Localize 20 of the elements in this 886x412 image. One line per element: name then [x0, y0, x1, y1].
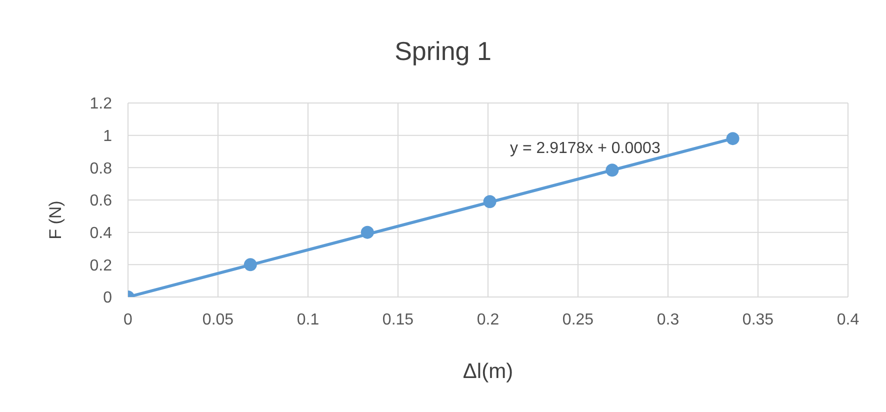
x-tick-label: 0.25: [562, 311, 594, 328]
y-tick-label: 0.6: [90, 192, 112, 210]
chart-title: Spring 1: [394, 36, 492, 67]
y-tick-label: 0: [103, 290, 112, 307]
x-tick-label: 0.3: [656, 311, 680, 328]
y-axis-title: F (N): [46, 200, 66, 242]
x-tick-label: 0.05: [202, 311, 234, 328]
y-tick-label: 0.2: [90, 257, 112, 274]
y-tick-label: 0.4: [90, 225, 112, 242]
x-tick-label: 0.1: [296, 311, 320, 328]
annotation: y = 2.9178x + 0.0003: [510, 140, 660, 158]
x-tick-label: 0.15: [382, 311, 414, 328]
x-tick-label: 0.35: [742, 311, 774, 328]
y-tick-label: 1: [103, 128, 112, 146]
x-tick-label: 0.4: [836, 311, 860, 328]
x-tick-label: 0.2: [476, 311, 500, 328]
x-tick-label: 0: [124, 311, 133, 328]
y-tick-label: 1.2: [90, 96, 112, 113]
y-tick-label: 0.8: [90, 160, 112, 178]
x-axis-title: Δl(m): [462, 360, 514, 384]
